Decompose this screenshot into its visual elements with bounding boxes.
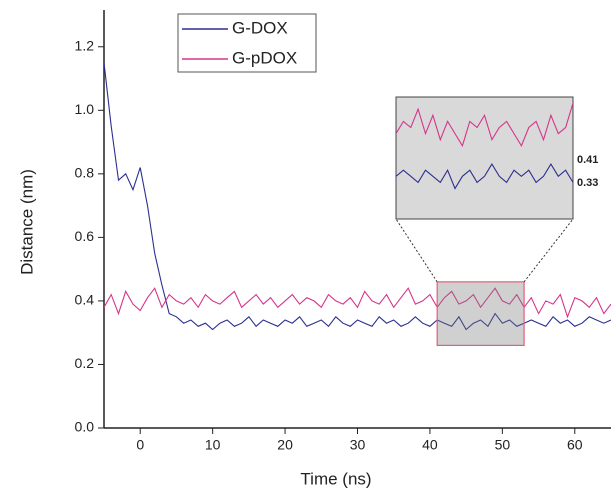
y-tick-label: 0.4 bbox=[75, 292, 95, 308]
inset-line bbox=[396, 102, 573, 148]
y-tick-label: 0.2 bbox=[75, 355, 95, 371]
y-tick-label: 1.2 bbox=[75, 37, 95, 53]
legend-label: G-pDOX bbox=[232, 48, 297, 67]
x-tick-label: 0 bbox=[136, 437, 144, 453]
y-tick-label: 1.0 bbox=[75, 101, 95, 117]
plot-lines bbox=[104, 62, 611, 331]
inset-line bbox=[396, 163, 573, 190]
inset-annotation: 0.41 bbox=[577, 154, 598, 166]
y-axis-label: Distance (nm) bbox=[17, 169, 36, 275]
zoom-connector bbox=[395, 218, 438, 283]
legend-label: G-DOX bbox=[232, 18, 288, 37]
series-line bbox=[104, 287, 611, 319]
x-tick-label: 40 bbox=[422, 437, 438, 453]
y-tick-label: 0.0 bbox=[75, 419, 95, 435]
x-tick-label: 30 bbox=[350, 437, 366, 453]
legend-box bbox=[177, 13, 317, 73]
inset-lines bbox=[396, 102, 573, 190]
y-tick-label: 0.8 bbox=[75, 165, 95, 181]
inset-box bbox=[395, 96, 574, 220]
x-axis-label: Time (ns) bbox=[300, 469, 371, 488]
zoom-region bbox=[436, 281, 525, 347]
zoom-connector bbox=[523, 218, 574, 283]
x-tick-label: 50 bbox=[495, 437, 511, 453]
series-line bbox=[104, 62, 611, 331]
y-tick-label: 0.6 bbox=[75, 228, 95, 244]
x-tick-label: 60 bbox=[567, 437, 583, 453]
inset-annotation: 0.33 bbox=[577, 177, 598, 189]
x-tick-label: 20 bbox=[277, 437, 293, 453]
x-tick-label: 10 bbox=[205, 437, 221, 453]
legend: G-DOX G-pDOX bbox=[177, 13, 317, 73]
